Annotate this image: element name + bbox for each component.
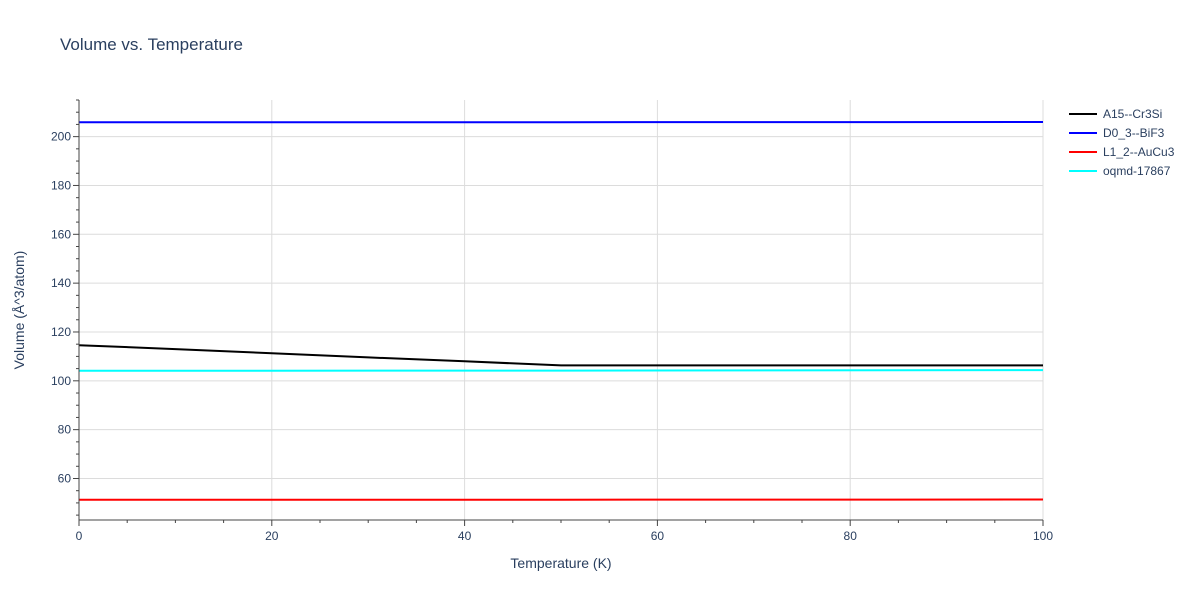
legend-item-3[interactable]: oqmd-17867 — [1069, 164, 1171, 178]
legend-item-1[interactable]: D0_3--BiF3 — [1069, 126, 1165, 140]
series-line-0 — [78, 344, 1043, 367]
x-tick-label: 0 — [76, 529, 83, 543]
legend-item-2[interactable]: L1_2--AuCu3 — [1069, 145, 1175, 159]
legend-label: A15--Cr3Si — [1103, 107, 1162, 121]
y-tick-label: 100 — [51, 374, 71, 388]
legend[interactable]: A15--Cr3Si D0_3--BiF3 L1_2--AuCu3 oqmd-1786… — [1069, 107, 1175, 178]
series-lines — [78, 121, 1044, 501]
y-tick-label: 180 — [51, 178, 71, 192]
y-tick-label: 140 — [51, 276, 71, 290]
y-tick-label: 80 — [58, 423, 72, 437]
x-tick-labels: 0 20 40 60 80 100 — [76, 529, 1054, 543]
legend-label: D0_3--BiF3 — [1103, 126, 1165, 140]
grid — [79, 100, 1044, 520]
legend-item-0[interactable]: A15--Cr3Si — [1069, 107, 1162, 121]
y-tick-label: 160 — [51, 227, 71, 241]
x-tick-label: 20 — [265, 529, 279, 543]
x-tick-label: 40 — [458, 529, 472, 543]
y-axis-title: Volume (Å^3/atom) — [11, 251, 27, 370]
y-tick-label: 60 — [58, 471, 72, 485]
x-tick-label: 80 — [844, 529, 858, 543]
y-tick-labels: 60 80 100 120 140 160 180 200 — [51, 130, 71, 486]
series-line-3 — [78, 369, 1044, 372]
y-tick-label: 120 — [51, 325, 71, 339]
chart-title: Volume vs. Temperature — [60, 35, 243, 54]
legend-label: oqmd-17867 — [1103, 164, 1171, 178]
x-tick-label: 60 — [651, 529, 665, 543]
axes — [73, 99, 1044, 526]
x-axis-title: Temperature (K) — [510, 555, 611, 571]
legend-label: L1_2--AuCu3 — [1103, 145, 1175, 159]
x-tick-label: 100 — [1033, 529, 1053, 543]
y-tick-label: 200 — [51, 130, 71, 144]
